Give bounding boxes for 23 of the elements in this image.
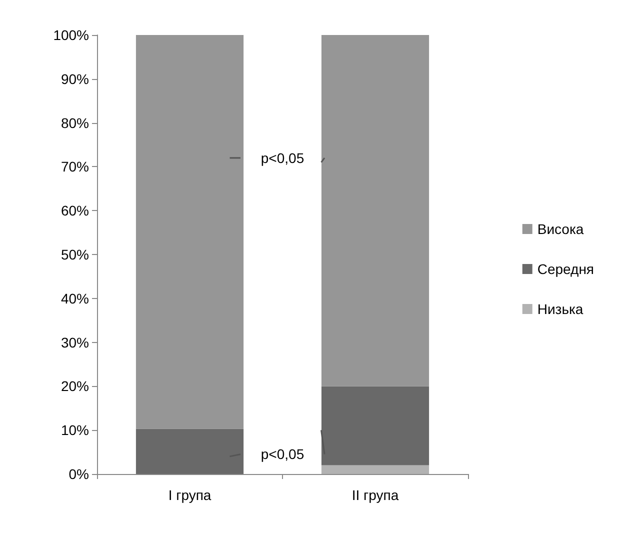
y-tick-label: 60%	[60, 202, 89, 219]
bar	[136, 35, 244, 429]
y-tick-label: 10%	[60, 422, 89, 438]
legend-label: Низька	[537, 301, 584, 317]
y-tick-label: 90%	[60, 70, 89, 87]
bar	[321, 465, 430, 474]
y-tick-label: 100%	[53, 27, 89, 43]
bar	[136, 428, 244, 474]
legend-label: Середня	[537, 261, 594, 277]
y-tick-label: 20%	[60, 378, 89, 394]
x-tick-label: I група	[168, 487, 212, 503]
legend-label: Висока	[537, 221, 584, 237]
bar	[321, 35, 430, 386]
annotation: p<0,05	[260, 150, 304, 166]
y-tick-label: 0%	[68, 466, 89, 482]
annotation: p<0,05	[260, 446, 304, 462]
y-tick-label: 80%	[60, 114, 89, 131]
y-tick-label: 30%	[60, 334, 89, 350]
y-tick-label: 70%	[60, 158, 89, 175]
y-tick-label: 50%	[60, 246, 89, 262]
y-tick-label: 40%	[60, 290, 89, 306]
x-tick-label: II група	[352, 487, 399, 503]
bar	[321, 386, 430, 466]
